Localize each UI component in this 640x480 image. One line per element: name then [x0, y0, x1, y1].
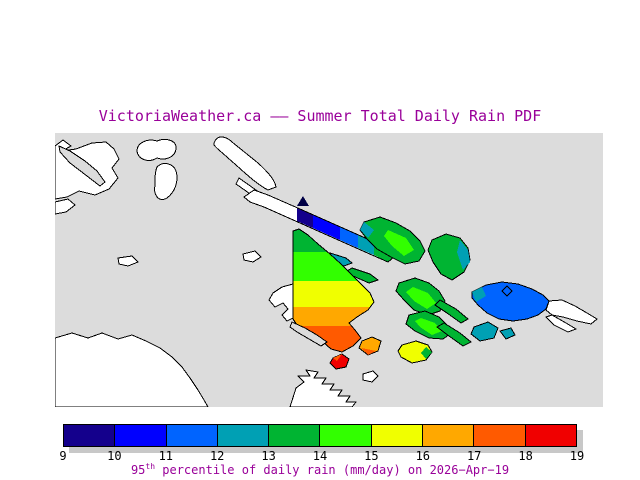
orange-islet-dark-patch	[361, 348, 376, 355]
pender-north-brightgreen	[406, 287, 436, 309]
harbour-inlet	[58, 145, 106, 187]
mayne-teal-patch	[360, 222, 374, 238]
saltspring-white-west-lobe	[268, 283, 294, 322]
teal-islet-2	[499, 327, 516, 340]
caption-rest: percentile of daily rain (mm/day) on 202…	[155, 463, 510, 477]
fulford-inlet	[289, 321, 328, 347]
colorbar-segment-14-15	[320, 425, 372, 446]
colorbar-tick-15: 15	[364, 449, 379, 463]
red-islet-orange-patch	[333, 354, 342, 361]
galiano-band-blue	[313, 215, 340, 240]
green-sliver-sw2	[436, 322, 472, 347]
colorbar-tick-13: 13	[261, 449, 276, 463]
white-islet-3	[362, 370, 379, 383]
teal-islet-1	[470, 321, 499, 342]
map-canvas	[55, 133, 603, 407]
colorbar-tick-19: 19	[569, 449, 585, 463]
yellow-islet	[397, 340, 433, 364]
white-island-valdes	[213, 136, 277, 191]
marker-diamond	[501, 285, 513, 297]
green-sliver-sw1	[434, 299, 469, 324]
colorbar-segment-15-16	[371, 425, 424, 446]
colorbar-segment-9-10	[64, 425, 116, 446]
colorbar-segment-18-19	[525, 425, 576, 446]
white-islet-1	[242, 250, 262, 263]
white-island-kuper	[154, 163, 178, 200]
colorbar-caption: 95th percentile of daily rain (mm/day) o…	[0, 462, 640, 477]
colorbar-tick-18: 18	[518, 449, 533, 463]
colorbar-segment-12-13	[217, 425, 270, 446]
colorbar-tick-17: 17	[466, 449, 482, 463]
caption-superscript: th	[145, 462, 156, 471]
pender-south-brightgreen	[415, 318, 442, 335]
coast-blob	[55, 198, 76, 215]
galiano-band-teal	[358, 235, 374, 255]
mayne-brightgreen-patch	[384, 230, 414, 256]
saturna-white-tail	[545, 299, 598, 325]
colorbar-segment-11-12	[166, 425, 218, 446]
colorbar-ticks: 9 10 11 12 13 14 15 16 17 18 19	[0, 449, 640, 463]
colorbar-segment-17-18	[474, 425, 526, 446]
galiano-white-tip	[244, 190, 297, 221]
white-island-thetis	[136, 138, 177, 161]
galiano-band-brightblue	[340, 227, 358, 248]
colorbar	[63, 424, 577, 447]
colorbar-tick-9: 9	[59, 449, 67, 463]
marker-triangle	[297, 196, 309, 206]
yellow-islet-green-patch	[421, 347, 432, 359]
east-island-teal-patch	[457, 240, 470, 270]
saltspring-band-yellow	[293, 281, 374, 307]
saturna-island	[471, 281, 550, 322]
saturna-teal-patch	[472, 287, 486, 302]
saanich-coast-jagged	[289, 369, 357, 407]
colorbar-tick-14: 14	[312, 449, 328, 463]
galiano-band-navy	[297, 208, 313, 228]
colorbar-tick-12: 12	[209, 449, 225, 463]
colorbar-tick-10: 10	[107, 449, 122, 463]
colorbar-tick-11: 11	[158, 449, 174, 463]
colorbar-tick-16: 16	[415, 449, 431, 463]
colorbar-segment-13-14	[269, 425, 321, 446]
page-title: VictoriaWeather.ca —— Summer Total Daily…	[98, 107, 542, 125]
caption-value: 95	[130, 463, 146, 477]
saturna-white-tail-prong	[545, 314, 577, 333]
white-islet-2	[117, 255, 139, 267]
vancouver-island-coast-sw	[55, 332, 209, 407]
colorbar-segment-16-17	[423, 425, 475, 446]
colorbar-segment-10-11	[115, 425, 167, 446]
